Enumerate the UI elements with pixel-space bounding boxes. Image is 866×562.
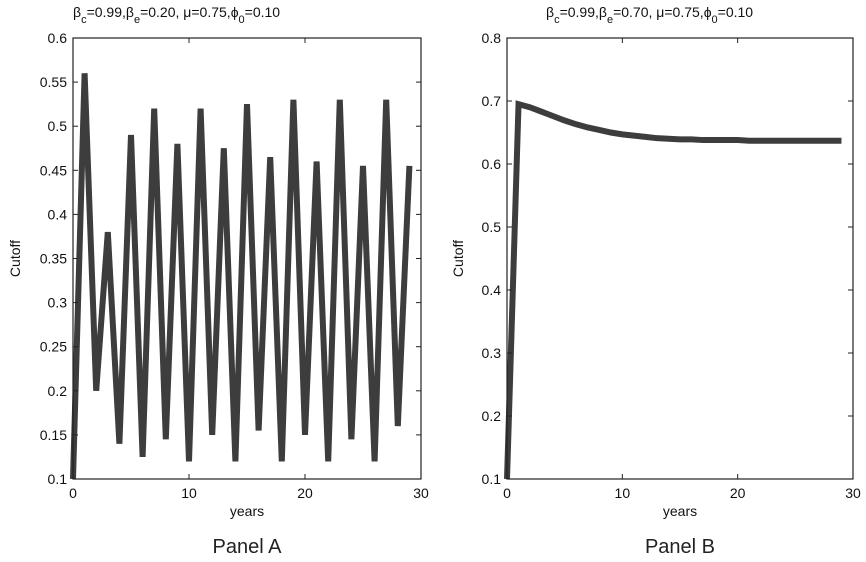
- plot-frame: [506, 37, 854, 480]
- x-tick-label: 30: [413, 485, 429, 501]
- y-tick-label: 0.15: [40, 427, 67, 443]
- y-tick-label: 0.5: [482, 219, 502, 235]
- y-tick-label: 0.1: [482, 471, 502, 487]
- series-line: [70, 73, 413, 480]
- y-tick-label: 0.45: [40, 162, 67, 178]
- y-axis-label: Cutoff: [450, 240, 466, 277]
- x-tick-label: 30: [845, 485, 861, 501]
- y-tick-label: 0.1: [48, 471, 68, 487]
- chart-panel-a: 0.1 0.15 0.2 0.25 0.3 0.35 0.4 0.45 0.5 0.55 0.6 0 1…: [7, 4, 429, 558]
- y-tick-label: 0.6: [48, 30, 68, 46]
- y-tick-label: 0.2: [48, 383, 68, 399]
- y-tick-label: 0.35: [40, 251, 67, 267]
- series-line: [504, 100, 842, 480]
- chart-panel-b: 0.1 0.2 0.3 0.4 0.5 0.6 0.7 0.8 0 10 20 30 years Cuto…: [450, 4, 861, 558]
- y-tick-label: 0.7: [482, 93, 502, 109]
- x-tick-label: 10: [181, 485, 197, 501]
- y-tick-label: 0.4: [482, 282, 502, 298]
- chart-title: βc=0.99,βe=0.70, μ=0.75,ϕ0=0.10: [546, 4, 753, 26]
- y-tick-label: 0.5: [48, 118, 68, 134]
- x-tick-label: 0: [69, 485, 77, 501]
- y-tick-label: 0.55: [40, 74, 67, 90]
- y-tick-label: 0.8: [482, 30, 502, 46]
- panel-label: Panel A: [213, 536, 283, 558]
- x-tick-label: 20: [297, 485, 313, 501]
- y-tick-label: 0.3: [48, 295, 68, 311]
- panel-label: Panel B: [645, 536, 715, 558]
- y-tick-label: 0.2: [482, 408, 502, 424]
- y-tick-label: 0.25: [40, 339, 67, 355]
- x-tick-label: 20: [730, 485, 746, 501]
- x-tick-label: 0: [503, 485, 511, 501]
- y-tick-label: 0.3: [482, 345, 502, 361]
- y-tick-label: 0.4: [48, 206, 68, 222]
- chart-title: βc=0.99,βe=0.20, μ=0.75,ϕ0=0.10: [73, 4, 280, 26]
- x-axis-label: years: [230, 503, 264, 519]
- y-tick-label: 0.6: [482, 156, 502, 172]
- y-axis-label: Cutoff: [7, 240, 23, 277]
- x-axis-label: years: [663, 503, 697, 519]
- x-tick-label: 10: [615, 485, 631, 501]
